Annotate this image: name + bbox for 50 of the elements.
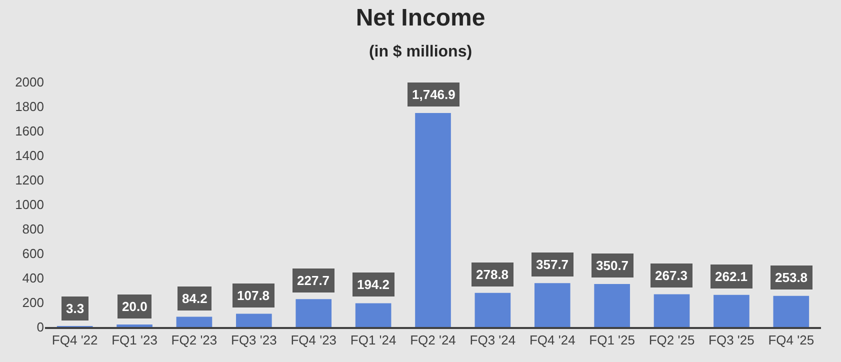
x-tick-label: FQ2 '24 bbox=[410, 332, 456, 348]
bar bbox=[474, 292, 511, 327]
data-label: 350.7 bbox=[596, 258, 629, 273]
chart-subtitle: (in $ millions) bbox=[368, 44, 472, 61]
bar bbox=[355, 303, 392, 327]
data-label: 107.8 bbox=[237, 288, 270, 303]
x-tick-label: FQ1 '25 bbox=[589, 332, 635, 348]
y-tick-label: 1200 bbox=[15, 172, 44, 188]
y-tick-label: 600 bbox=[22, 246, 44, 262]
bar bbox=[176, 316, 212, 327]
x-tick-label: FQ4 '22 bbox=[52, 332, 98, 348]
bar bbox=[594, 284, 630, 327]
data-label: 262.1 bbox=[715, 269, 748, 284]
x-tick-label: FQ1 '23 bbox=[112, 332, 158, 348]
y-tick-label: 400 bbox=[22, 270, 44, 286]
y-tick-label: 1600 bbox=[15, 124, 44, 139]
x-tick-label: FQ4 '24 bbox=[529, 332, 576, 348]
y-tick-label: 1400 bbox=[15, 148, 44, 164]
x-tick-label: FQ1 '24 bbox=[350, 332, 396, 348]
x-tick-label: FQ2 '23 bbox=[171, 332, 218, 348]
x-tick-label: FQ3 '23 bbox=[231, 332, 277, 348]
y-tick-label: 200 bbox=[22, 295, 44, 310]
bar bbox=[415, 113, 451, 327]
x-tick-label: FQ4 '23 bbox=[290, 332, 337, 348]
bar bbox=[534, 283, 570, 327]
y-tick-label: 1000 bbox=[15, 197, 44, 212]
data-label: 357.7 bbox=[536, 257, 569, 272]
x-tick-label: FQ4 '25 bbox=[768, 332, 814, 348]
chart-title: Net Income bbox=[356, 4, 486, 32]
data-label: 227.7 bbox=[297, 273, 330, 288]
y-tick-label: 800 bbox=[22, 222, 44, 237]
bar bbox=[236, 314, 272, 327]
data-label: 1,746.9 bbox=[412, 87, 456, 102]
bar bbox=[773, 296, 810, 327]
x-tick-label: FQ2 '25 bbox=[648, 332, 695, 348]
x-tick-label: FQ3 '24 bbox=[470, 332, 516, 348]
data-label: 267.3 bbox=[655, 268, 688, 283]
data-label: 278.8 bbox=[476, 267, 509, 282]
y-tick-label: 1800 bbox=[15, 99, 44, 114]
bar bbox=[654, 294, 690, 327]
data-label: 84.2 bbox=[182, 291, 208, 306]
y-tick-label: 2000 bbox=[15, 74, 44, 90]
bar bbox=[714, 294, 750, 327]
data-label: 253.8 bbox=[775, 270, 808, 285]
x-tick-label: FQ3 '25 bbox=[708, 332, 754, 348]
data-label: 194.2 bbox=[357, 277, 390, 292]
data-label: 3.3 bbox=[66, 301, 84, 316]
data-label: 20.0 bbox=[122, 299, 148, 314]
bar bbox=[296, 299, 332, 327]
y-tick-label: 0 bbox=[36, 320, 44, 335]
